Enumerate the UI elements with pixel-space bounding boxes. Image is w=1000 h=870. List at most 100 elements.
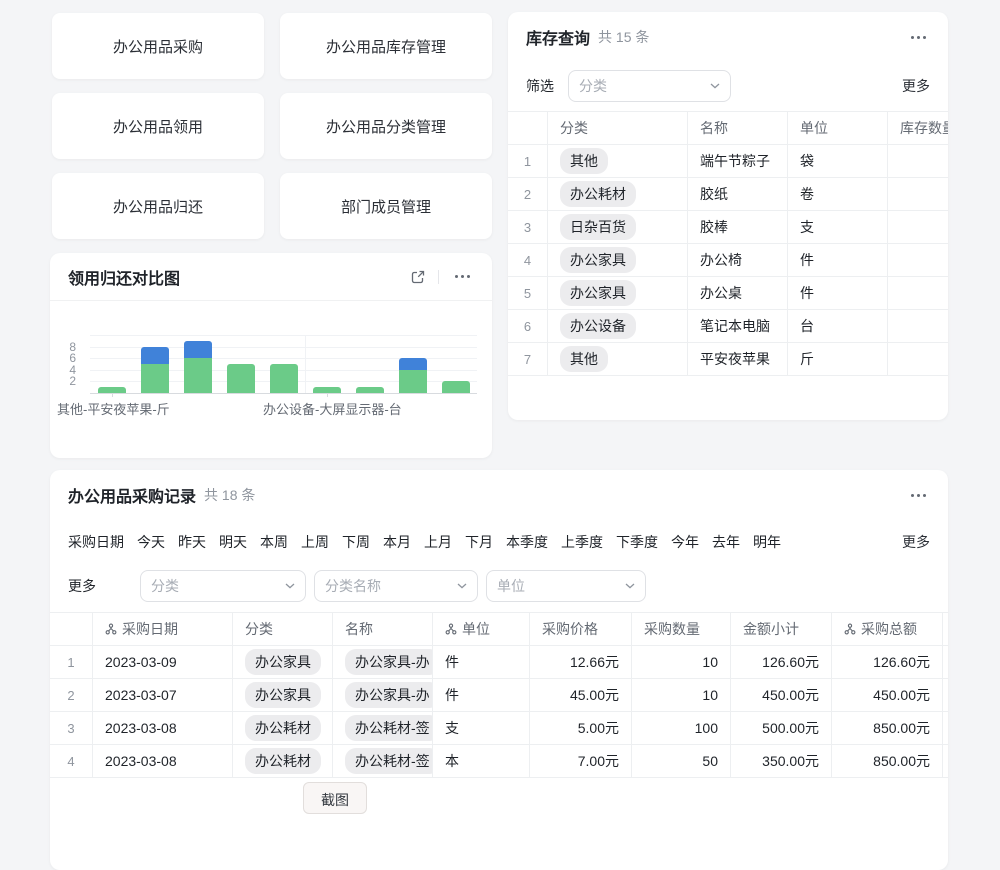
category-pill: 办公家具 [560, 247, 636, 273]
category-pill: 其他 [560, 148, 608, 174]
inventory-more-link[interactable]: 更多 [902, 78, 930, 94]
filter-dropdown-1[interactable]: 分类 [140, 570, 306, 602]
total-cell: 126.60元 [832, 646, 943, 678]
date-filter-row: 采购日期 今天 昨天 明天 本周 上周 下周 本月 上月 下月 本季度 上季度 下季度 今年 去年 明年 更… [50, 520, 948, 564]
purchase-col-header: 采购价格 [530, 613, 632, 645]
date-option-下季度[interactable]: 下季度 [616, 534, 658, 550]
bar-segment-green [140, 364, 169, 393]
inventory-col-header: 名称 [688, 112, 788, 144]
date-option-昨天[interactable]: 昨天 [178, 534, 206, 550]
category-cell: 办公耗材 [233, 712, 333, 744]
more-ellipsis-icon[interactable] [907, 32, 930, 43]
bar-segment-green [183, 358, 212, 393]
table-row: 4 2023-03-08 办公耗材 办公耗材-签本 7.00元 50 350.00元 850.… [50, 745, 948, 778]
unit-cell: 本 [433, 745, 530, 777]
purchase-col-header [943, 613, 948, 645]
date-option-本周[interactable]: 本周 [260, 534, 288, 550]
row-number: 7 [508, 343, 548, 375]
unit-cell: 件 [788, 244, 888, 276]
name-pill: 办公家具-办 [345, 682, 432, 708]
name-cell: 笔记本电脑 [688, 310, 788, 342]
purchase-col-header [50, 613, 93, 645]
date-option-上月[interactable]: 上月 [424, 534, 452, 550]
purchase-header-row: 采购日期 分类 名称 单位 采购价格 采购数量 金额小计 采购总额 [50, 613, 948, 646]
column-label: 单位 [462, 621, 490, 637]
subtotal-cell: 450.00元 [731, 679, 832, 711]
date-option-本月[interactable]: 本月 [383, 534, 411, 550]
purchase-col-header: 金额小计 [731, 613, 832, 645]
name-cell: 办公家具-办 [333, 646, 433, 678]
row-number: 2 [508, 178, 548, 210]
date-option-去年[interactable]: 去年 [712, 534, 740, 550]
stock-cell [888, 310, 948, 342]
x-axis-tick [326, 393, 328, 397]
empty-cell [943, 679, 948, 711]
x-axis-label: 其他-平安夜苹果-斤 [57, 402, 170, 417]
subtotal-cell: 500.00元 [731, 712, 832, 744]
column-label: 采购价格 [542, 621, 598, 637]
purchase-col-header: 采购日期 [93, 613, 233, 645]
total-cell: 850.00元 [832, 745, 943, 777]
column-label: 金额小计 [743, 621, 799, 637]
column-label: 采购数量 [644, 621, 700, 637]
table-row: 3 日杂百货 胶棒支 [508, 211, 948, 244]
screenshot-button[interactable]: 截图 [303, 782, 367, 814]
date-option-下月[interactable]: 下月 [465, 534, 493, 550]
dropdown-placeholder: 分类 [151, 578, 179, 594]
table-row: 2 办公耗材 胶纸卷 [508, 178, 948, 211]
purchase-col-header: 采购总额 [832, 613, 943, 645]
category-cell: 其他 [548, 343, 688, 375]
open-in-new-icon[interactable] [410, 269, 426, 285]
date-cell: 2023-03-08 [93, 745, 233, 777]
more-ellipsis-icon[interactable] [451, 271, 474, 282]
quantity-cell: 50 [632, 745, 731, 777]
category-pill: 其他 [560, 346, 608, 372]
unit-cell: 支 [433, 712, 530, 744]
nav-button-1[interactable]: 办公用品采购 [52, 13, 264, 79]
unit-cell: 台 [788, 310, 888, 342]
category-cell: 其他 [548, 145, 688, 177]
dropdown-placeholder: 分类 [579, 78, 607, 94]
date-option-明年[interactable]: 明年 [753, 534, 781, 550]
bar-segment-green [269, 364, 298, 393]
category-pill: 办公耗材 [245, 715, 321, 741]
name-cell: 办公家具-办 [333, 679, 433, 711]
inventory-col-header: 分类 [548, 112, 688, 144]
category-cell: 办公家具 [233, 646, 333, 678]
date-option-下周[interactable]: 下周 [342, 534, 370, 550]
date-option-今天[interactable]: 今天 [137, 534, 165, 550]
quantity-cell: 10 [632, 679, 731, 711]
filter-dropdown-3[interactable]: 单位 [486, 570, 646, 602]
y-axis-tick-label: 4 [69, 362, 76, 377]
screenshot-button-label: 截图 [321, 792, 349, 808]
nav-button-3[interactable]: 办公用品领用 [52, 93, 264, 159]
date-option-上周[interactable]: 上周 [301, 534, 329, 550]
name-cell: 胶棒 [688, 211, 788, 243]
category-filter-dropdown[interactable]: 分类 [568, 70, 731, 102]
name-cell: 办公椅 [688, 244, 788, 276]
y-axis-tick-label: 8 [69, 339, 76, 354]
nav-button-2[interactable]: 办公用品库存管理 [280, 13, 492, 79]
date-filter-more-link[interactable]: 更多 [902, 534, 930, 550]
purchase-title: 办公用品采购记录 [68, 489, 197, 506]
grid-line [90, 358, 477, 360]
inventory-title: 库存查询 [526, 31, 591, 48]
date-option-今年[interactable]: 今年 [671, 534, 699, 550]
chart-title-row: 领用归还对比图 [50, 253, 492, 301]
lookup-field-icon [844, 623, 856, 635]
category-cell: 办公家具 [548, 244, 688, 276]
x-axis-label: 办公设备-大屏显示器-台 [263, 402, 402, 417]
date-option-上季度[interactable]: 上季度 [561, 534, 603, 550]
purchase-title-row: 办公用品采购记录 共 18 条 [50, 470, 948, 520]
nav-button-6[interactable]: 部门成员管理 [280, 173, 492, 239]
filter-dropdown-2[interactable]: 分类名称 [314, 570, 478, 602]
date-option-明天[interactable]: 明天 [219, 534, 247, 550]
chevron-down-icon [457, 583, 467, 589]
purchase-col-header: 分类 [233, 613, 333, 645]
grid-line [90, 335, 477, 336]
nav-button-4[interactable]: 办公用品分类管理 [280, 93, 492, 159]
nav-button-5[interactable]: 办公用品归还 [52, 173, 264, 239]
date-option-本季度[interactable]: 本季度 [506, 534, 548, 550]
more-ellipsis-icon[interactable] [907, 490, 930, 501]
total-cell: 850.00元 [832, 712, 943, 744]
